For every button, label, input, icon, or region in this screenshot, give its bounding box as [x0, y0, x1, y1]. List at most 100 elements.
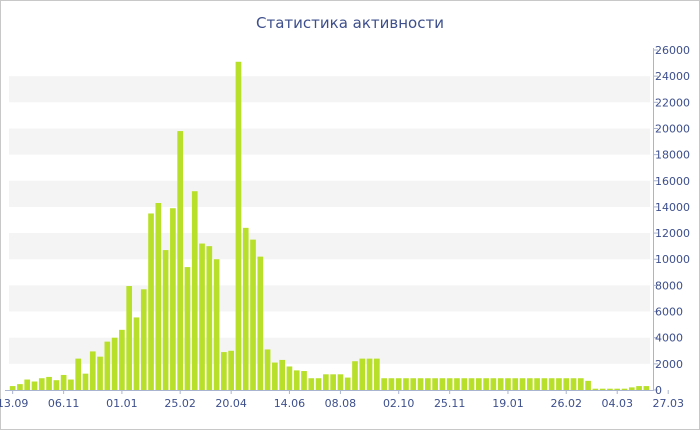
- bar: [628, 387, 635, 390]
- bar: [199, 243, 205, 390]
- x-tick-label: 25.11: [434, 397, 466, 410]
- x-tick-label: 19.01: [492, 397, 524, 410]
- bar: [286, 366, 293, 390]
- bar: [17, 384, 23, 390]
- bar: [636, 386, 642, 390]
- y-tick-label: 26000: [655, 44, 690, 57]
- bar: [330, 374, 336, 390]
- bar: [643, 386, 650, 390]
- bar: [323, 374, 329, 390]
- y-tick-label: 12000: [655, 227, 690, 240]
- bar: [548, 378, 555, 390]
- bar: [162, 250, 169, 390]
- x-tick-label: 25.02: [164, 397, 196, 410]
- y-tick-label: 14000: [655, 201, 690, 214]
- bar: [272, 362, 278, 390]
- bar: [264, 349, 271, 390]
- bar: [556, 378, 562, 390]
- bar: [475, 378, 482, 390]
- bar: [541, 378, 548, 390]
- bar: [148, 213, 154, 390]
- bar: [126, 286, 133, 390]
- bar: [621, 388, 628, 390]
- x-tick-label: 27.03: [652, 397, 684, 410]
- bar: [374, 358, 380, 390]
- bar: [505, 378, 511, 390]
- bar: [228, 350, 235, 390]
- x-tick-label: 06.11: [48, 397, 80, 410]
- bar: [140, 289, 147, 390]
- bar: [468, 378, 475, 390]
- bar: [177, 131, 184, 391]
- bar: [191, 191, 198, 390]
- bar: [359, 358, 366, 390]
- bar: [250, 239, 256, 390]
- bar: [75, 358, 82, 390]
- y-tick-label: 8000: [655, 279, 683, 292]
- grid-band: [9, 128, 650, 155]
- bar: [432, 378, 438, 390]
- grid-band: [9, 233, 650, 260]
- bar: [395, 378, 402, 390]
- bar: [82, 373, 89, 390]
- bar: [381, 378, 387, 390]
- bar: [279, 359, 285, 390]
- y-tick-label: 24000: [655, 70, 690, 83]
- bar: [315, 378, 322, 390]
- bar: [133, 317, 140, 390]
- y-tick-label: 18000: [655, 149, 690, 162]
- bar: [242, 227, 249, 390]
- bar: [577, 378, 584, 390]
- y-tick-label: 2000: [655, 358, 683, 371]
- bar: [534, 378, 540, 390]
- y-tick-label: 16000: [655, 175, 690, 188]
- y-tick-label: 0: [655, 384, 662, 397]
- bar: [46, 376, 52, 390]
- bar: [366, 358, 373, 390]
- bar: [512, 378, 519, 390]
- x-tick-label: 01.01: [106, 397, 138, 410]
- bar: [60, 374, 67, 390]
- bar: [68, 379, 74, 390]
- bar: [614, 388, 621, 390]
- y-tick-label: 4000: [655, 332, 683, 345]
- bar: [417, 378, 424, 390]
- x-tick-label: 20.04: [215, 397, 247, 410]
- bar: [97, 356, 103, 390]
- y-tick-label: 22000: [655, 96, 690, 109]
- bar: [170, 208, 176, 390]
- bar: [89, 351, 96, 390]
- chart-title: Статистика активности: [256, 14, 444, 32]
- bar: [24, 379, 31, 390]
- x-tick-label: 14.06: [274, 397, 306, 410]
- bar: [308, 378, 315, 390]
- bar: [206, 246, 213, 390]
- x-tick-label: 13.09: [0, 397, 28, 410]
- x-tick-label: 26.02: [550, 397, 582, 410]
- bar: [104, 341, 111, 390]
- bar: [446, 378, 453, 390]
- y-tick-label: 20000: [655, 122, 690, 135]
- bar: [490, 378, 497, 390]
- bar: [388, 378, 395, 390]
- bar: [599, 388, 606, 390]
- bar: [235, 61, 242, 391]
- bar: [519, 378, 526, 390]
- bar: [585, 380, 591, 390]
- bar: [461, 378, 468, 390]
- bar: [410, 378, 417, 390]
- bar: [184, 267, 191, 390]
- bar: [293, 370, 300, 390]
- bar: [352, 361, 358, 390]
- bar: [53, 380, 60, 390]
- bar: [439, 378, 446, 390]
- bar: [344, 377, 351, 390]
- bar: [337, 374, 344, 390]
- bar: [111, 337, 118, 390]
- x-tick-label: 02.10: [383, 397, 415, 410]
- grid-band: [9, 180, 650, 207]
- bar: [483, 378, 489, 390]
- bar: [497, 378, 504, 390]
- grid-band: [9, 76, 650, 103]
